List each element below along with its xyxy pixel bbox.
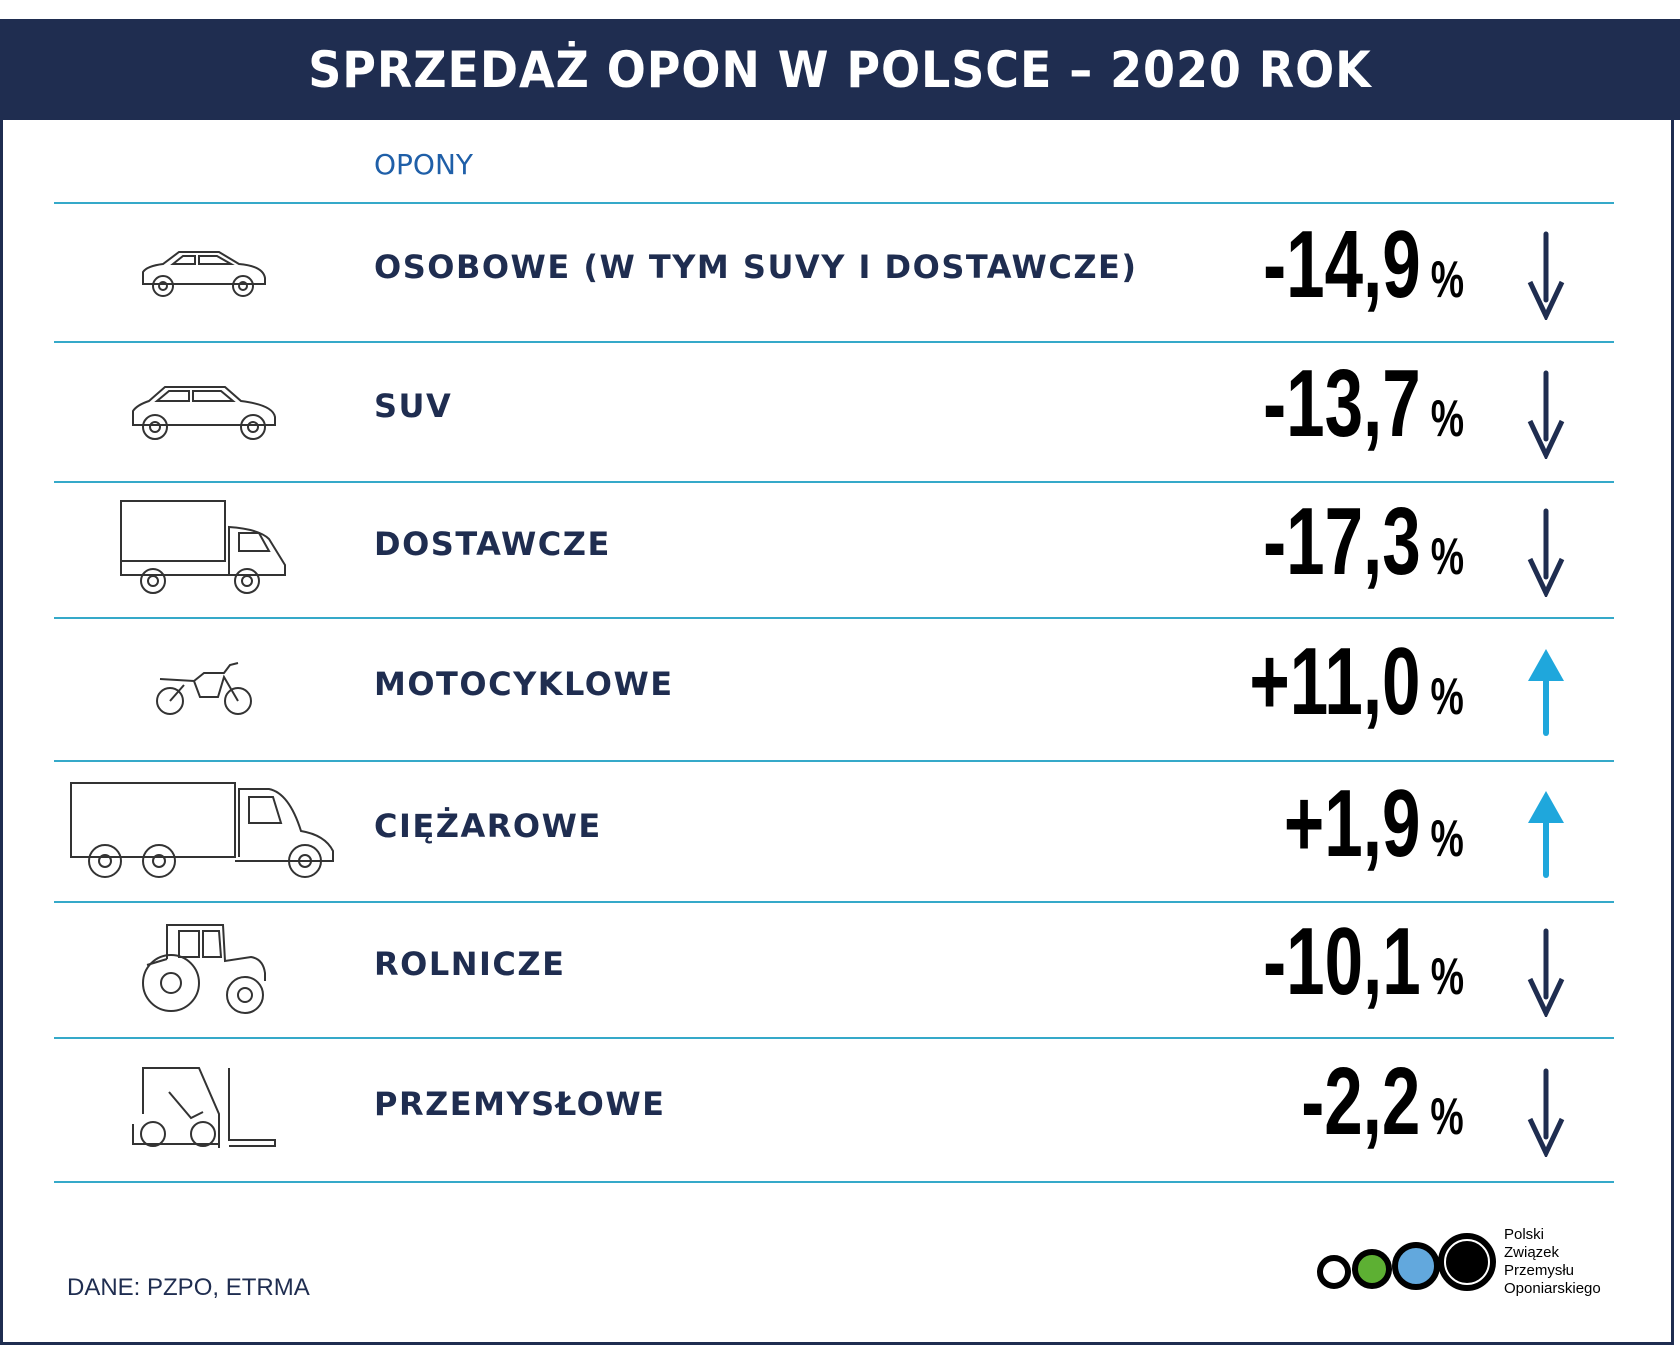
- row-divider: [54, 760, 1614, 762]
- change-number: -13,7: [1263, 350, 1421, 457]
- percent-sign: %: [1430, 250, 1464, 309]
- row-divider: [54, 901, 1614, 903]
- category-label: MOTOCYKLOWE: [374, 664, 674, 703]
- arrow-down-icon: [1524, 1067, 1568, 1161]
- table-row: OSOBOWE (W TYM SUVY I DOSTAWCZE) -14,9%: [54, 202, 1614, 341]
- change-value: -10,1%: [1263, 907, 1464, 1017]
- motorcycle-icon: [54, 617, 354, 760]
- category-label: CIĘŻAROWE: [374, 806, 602, 845]
- row-divider: [54, 481, 1614, 483]
- page-title: SPRZEDAŻ OPON W POLSCE – 2020 ROK: [308, 40, 1372, 99]
- change-number: -2,2: [1301, 1048, 1421, 1155]
- truck-icon: [54, 760, 354, 901]
- arrow-down-icon: [1524, 507, 1568, 601]
- category-label: DOSTAWCZE: [374, 525, 611, 563]
- change-value: -17,3%: [1263, 487, 1464, 597]
- header-bar: SPRZEDAŻ OPON W POLSCE – 2020 ROK: [0, 19, 1680, 120]
- logo-line: Związek: [1504, 1244, 1560, 1261]
- column-header: OPONY: [374, 148, 474, 181]
- row-divider: [54, 341, 1614, 343]
- van-icon: [54, 481, 354, 617]
- change-value: +11,0%: [1250, 627, 1464, 737]
- row-divider: [54, 1181, 1614, 1183]
- category-label: ROLNICZE: [374, 945, 566, 983]
- category-label: PRZEMYSŁOWE: [374, 1085, 666, 1123]
- logo-line: Polski: [1504, 1226, 1545, 1243]
- arrow-down-icon: [1524, 369, 1568, 463]
- percent-sign: %: [1430, 1088, 1464, 1146]
- table-row: ROLNICZE -10,1%: [54, 901, 1614, 1037]
- forklift-icon: [54, 1037, 354, 1181]
- source-note: DANE: PZPO, ETRMA: [67, 1274, 310, 1301]
- change-value: -14,9%: [1263, 210, 1464, 320]
- change-value: -2,2%: [1302, 1047, 1464, 1157]
- change-number: +1,9: [1284, 769, 1421, 877]
- table-row: MOTOCYKLOWE +11,0%: [54, 617, 1614, 760]
- percent-sign: %: [1430, 809, 1464, 868]
- change-number: -10,1: [1263, 908, 1421, 1015]
- row-divider: [54, 617, 1614, 619]
- change-number: -17,3: [1263, 488, 1421, 595]
- table-row: PRZEMYSŁOWE -2,2%: [54, 1037, 1614, 1181]
- logo-text: Polski Związek Przemysłu Oponiarskiego: [1504, 1226, 1601, 1298]
- change-number: +11,0: [1249, 627, 1421, 735]
- category-label: OSOBOWE (W TYM SUVY I DOSTAWCZE): [374, 247, 1138, 286]
- logo-line: Przemysłu: [1504, 1262, 1575, 1279]
- percent-sign: %: [1430, 948, 1464, 1006]
- change-number: -14,9: [1263, 210, 1421, 318]
- percent-sign: %: [1430, 390, 1464, 448]
- arrow-up-icon: [1524, 647, 1568, 741]
- category-label: SUV: [374, 387, 453, 425]
- frame: [0, 19, 1674, 1345]
- row-divider: [54, 1037, 1614, 1039]
- arrow-down-icon: [1524, 927, 1568, 1021]
- tractor-icon: [54, 901, 354, 1037]
- arrow-down-icon: [1524, 230, 1568, 324]
- change-value: -13,7%: [1263, 349, 1464, 459]
- arrow-up-icon: [1524, 789, 1568, 883]
- change-value: +1,9%: [1284, 769, 1464, 879]
- table-row: DOSTAWCZE -17,3%: [54, 481, 1614, 617]
- row-divider: [54, 202, 1614, 204]
- table-row: CIĘŻAROWE +1,9%: [54, 760, 1614, 901]
- logo-line: Oponiarskiego: [1504, 1280, 1601, 1297]
- table-row: SUV -13,7%: [54, 341, 1614, 481]
- suv-icon: [54, 341, 354, 481]
- percent-sign: %: [1430, 667, 1464, 726]
- percent-sign: %: [1430, 528, 1464, 586]
- car-icon: [54, 202, 354, 341]
- pzpo-logo-icon: [1317, 1233, 1496, 1291]
